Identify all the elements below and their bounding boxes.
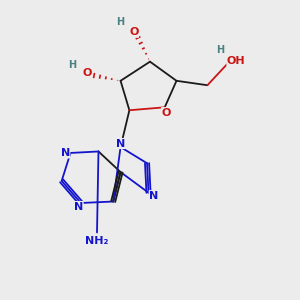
Text: NH₂: NH₂ [85,236,109,246]
Text: H: H [216,45,224,55]
Text: H: H [68,60,76,70]
Text: O: O [129,27,139,37]
Text: O: O [82,68,92,78]
Text: N: N [61,148,70,158]
Text: N: N [116,139,125,148]
Text: N: N [74,202,83,212]
Text: OH: OH [227,56,246,66]
Text: O: O [161,108,171,118]
Text: N: N [149,190,158,201]
Text: H: H [116,17,124,27]
